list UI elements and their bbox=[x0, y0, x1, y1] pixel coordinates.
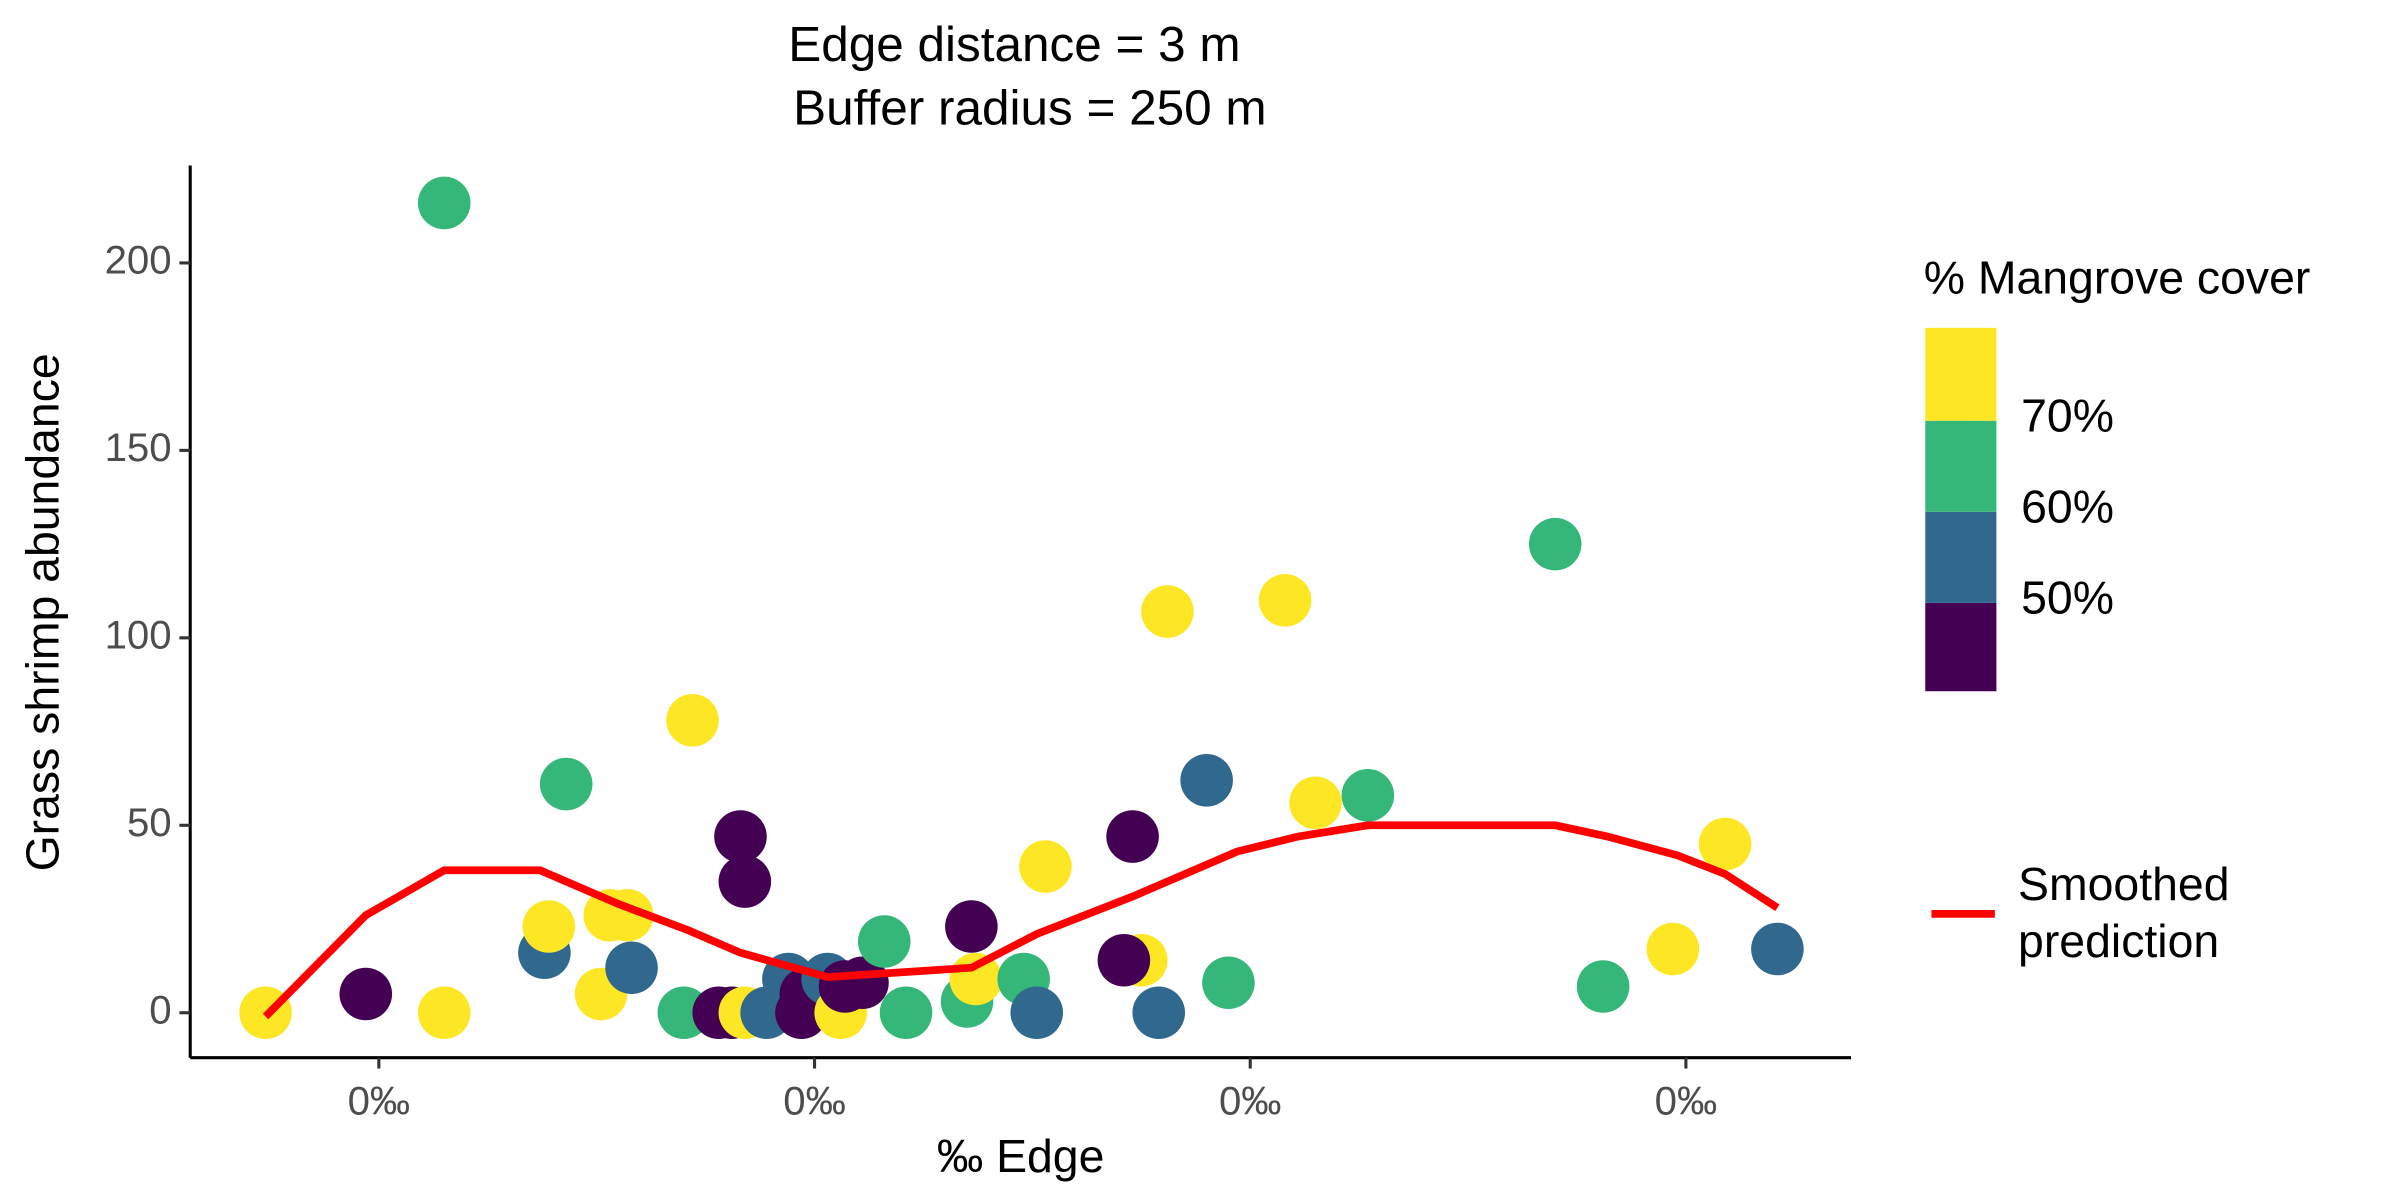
point bbox=[666, 694, 719, 747]
point bbox=[945, 900, 998, 953]
y-tick-label: 0 bbox=[149, 987, 171, 1032]
colorbar-bin bbox=[1925, 327, 1997, 421]
point bbox=[1106, 810, 1159, 863]
point bbox=[857, 915, 911, 968]
smoothed-line bbox=[262, 821, 1780, 1020]
legend-line-label-box: Smoothed prediction bbox=[2018, 859, 2230, 969]
point bbox=[1528, 517, 1582, 571]
x-tick-label: 0‰ bbox=[1219, 1079, 1282, 1124]
point bbox=[1751, 922, 1804, 976]
chart-title: Edge distance = 3 m bbox=[788, 17, 1240, 72]
point bbox=[1010, 986, 1064, 1040]
legend-line-label: Smoothed prediction bbox=[2018, 859, 2230, 969]
x-axis-label: ‰ Edge bbox=[937, 1130, 1105, 1182]
colorbar-label: 60% bbox=[2021, 481, 2114, 533]
point bbox=[522, 900, 576, 953]
point bbox=[949, 952, 1003, 1006]
colorbar-bin bbox=[1925, 511, 1997, 603]
y-tick-label: 50 bbox=[127, 800, 172, 845]
point bbox=[879, 986, 933, 1040]
x-tick-label: 0‰ bbox=[783, 1079, 846, 1124]
point bbox=[1202, 956, 1255, 1010]
point bbox=[1019, 840, 1072, 893]
x-tick-label: 0‰ bbox=[348, 1079, 411, 1124]
colorbar-bin bbox=[1925, 602, 1997, 692]
point bbox=[417, 986, 471, 1040]
colorbar-label: 50% bbox=[2021, 572, 2114, 624]
legend-title: % Mangrove cover bbox=[1924, 252, 2311, 304]
point bbox=[1698, 817, 1752, 871]
point bbox=[1576, 960, 1630, 1013]
point bbox=[605, 941, 658, 995]
y-tick-label: 200 bbox=[105, 238, 172, 283]
point bbox=[1132, 986, 1186, 1040]
point bbox=[1180, 754, 1233, 807]
point bbox=[1141, 585, 1194, 638]
point bbox=[1646, 922, 1700, 976]
point bbox=[417, 176, 471, 230]
point bbox=[1341, 769, 1395, 822]
colorbar-bin bbox=[1925, 420, 1997, 512]
point bbox=[339, 967, 393, 1021]
point bbox=[836, 956, 889, 1010]
x-tick-label: 0‰ bbox=[1655, 1079, 1718, 1124]
y-tick-label: 150 bbox=[105, 425, 172, 470]
colorbar-label: 70% bbox=[2021, 389, 2114, 441]
point bbox=[1289, 776, 1342, 830]
y-tick-label: 100 bbox=[105, 612, 172, 657]
point bbox=[1097, 933, 1151, 987]
point bbox=[714, 810, 767, 863]
y-axis-label: Grass shrimp abundance bbox=[17, 353, 69, 871]
point bbox=[1258, 574, 1312, 627]
point bbox=[539, 757, 593, 811]
chart-subtitle: Buffer radius = 250 m bbox=[793, 80, 1266, 135]
point bbox=[718, 855, 772, 908]
